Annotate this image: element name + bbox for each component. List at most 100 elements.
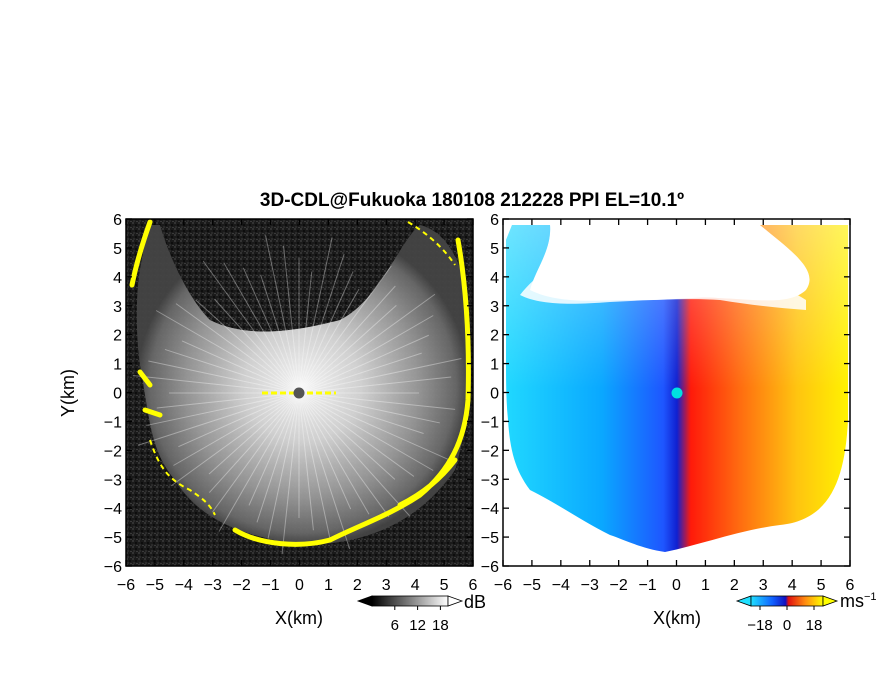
x-tick-label: 5 [817, 577, 826, 594]
y-tick-label: 0 [490, 386, 499, 403]
radial-streak [148, 360, 300, 394]
radial-streak [178, 392, 300, 448]
x-tick-label: −2 [610, 577, 628, 594]
radial-streak [164, 348, 300, 394]
y-tick-label: −1 [481, 414, 499, 431]
radial-streak [298, 288, 360, 394]
y-tick-label: −4 [481, 501, 499, 518]
radial-streak [298, 293, 436, 394]
colorbar-right-arrow [822, 595, 839, 607]
radial-streak [248, 392, 300, 506]
radial-streak [281, 392, 300, 555]
saturation-edge-yellow [129, 219, 471, 547]
radial-streak [260, 274, 300, 394]
colorbar-left-arrow [356, 595, 373, 607]
radial-streak [298, 237, 333, 394]
x-tick-label: −1 [638, 577, 656, 594]
right-axes: −6 −5 −4 −3 −2 −1 0 1 2 3 4 5 6 −6 −5 −4 −3 −2 −1 0 1 2 3 4 5 6 [481, 212, 855, 594]
radial-streak [214, 299, 300, 394]
y-tick-label: 6 [113, 212, 122, 229]
reflectivity-radial-streaks [132, 235, 462, 555]
y-tick-label: −6 [104, 559, 122, 576]
radial-streak [298, 392, 390, 518]
radial-streak [132, 375, 300, 394]
velocity-panel [503, 219, 850, 566]
chart-title: 3D-CDL@Fukuoka 180108 212228 PPI EL=10.1… [260, 190, 684, 211]
y-tick-label: −2 [481, 443, 499, 460]
radial-streak [298, 392, 331, 541]
radial-streak [298, 392, 352, 510]
y-tick-label: 2 [113, 328, 122, 345]
radial-streak [298, 392, 434, 471]
x-tick-label: 0 [295, 577, 304, 594]
left-xaxis-label: X(km) [275, 608, 323, 628]
radial-streak [298, 315, 434, 394]
radial-streak [298, 392, 456, 410]
y-tick-label: 5 [113, 241, 122, 258]
y-tick-label: −5 [481, 530, 499, 547]
colorbar-tick-label: 6 [391, 617, 399, 634]
x-tick-label: 2 [353, 577, 362, 594]
x-tick-label: 2 [730, 577, 739, 594]
x-tick-label: 6 [846, 577, 855, 594]
radial-streak [298, 271, 354, 394]
radial-streak [298, 392, 370, 515]
y-tick-label: −4 [104, 501, 122, 518]
radial-streak [195, 299, 300, 394]
y-tick-label: 4 [113, 270, 122, 287]
y-tick-label: 1 [113, 357, 122, 374]
radial-streak [156, 392, 300, 409]
colorbar-tick-label: 18 [432, 617, 449, 634]
colorbar-unit: ms−1 [840, 591, 877, 611]
radial-streak [265, 235, 300, 394]
y-tick-label: 5 [490, 241, 499, 258]
radial-streak [298, 271, 313, 394]
radial-streak [175, 303, 300, 394]
radial-streak [146, 392, 300, 426]
radial-streak [212, 392, 300, 513]
x-tick-label: 5 [440, 577, 449, 594]
radial-streak [155, 310, 300, 394]
colorbar-unit: dB [464, 592, 486, 612]
radial-streak [256, 392, 300, 523]
y-tick-label: 4 [490, 270, 499, 287]
x-tick-label: −3 [581, 577, 599, 594]
y-tick-label: −3 [104, 472, 122, 489]
x-tick-label: −4 [175, 577, 193, 594]
colorbar-unit-exponent: −1 [864, 591, 877, 603]
y-tick-label: −6 [481, 559, 499, 576]
radial-streak [298, 253, 345, 394]
radial-streak [298, 376, 452, 394]
radial-streak [181, 340, 300, 394]
x-tick-label: 4 [411, 577, 420, 594]
colorbar-tick-label: 18 [806, 617, 823, 634]
colorbar-gradient [750, 595, 824, 607]
radial-streak [298, 352, 422, 394]
radial-streak [173, 392, 300, 466]
colorbar-unit-base: ms [840, 591, 864, 611]
radial-streak [298, 392, 314, 531]
radial-streak [298, 265, 392, 394]
radial-streak [138, 392, 300, 446]
radial-streak [298, 392, 411, 517]
y-tick-label: 3 [490, 299, 499, 316]
velocity-gap-topleft [520, 249, 806, 310]
x-tick-label: −6 [494, 577, 512, 594]
y-tick-label: −5 [104, 530, 122, 547]
x-tick-label: 1 [324, 577, 333, 594]
radial-streak [223, 262, 300, 394]
y-tick-label: −1 [104, 414, 122, 431]
x-tick-label: −3 [204, 577, 222, 594]
radial-streak [208, 392, 300, 493]
radial-streak [298, 392, 453, 462]
y-tick-label: −2 [104, 443, 122, 460]
radial-streak [298, 392, 351, 550]
left-yaxis-label: Y(km) [58, 369, 78, 417]
y-tick-label: 3 [113, 299, 122, 316]
radial-streak [208, 392, 300, 475]
colorbar-tick-label: 0 [783, 617, 791, 634]
left-axes: −6 −5 −4 −3 −2 −1 0 1 2 3 4 5 6 −6 −5 −4 −3 −2 −1 0 1 2 3 4 5 6 [104, 212, 478, 594]
colorbar-ticks: −18 0 18 [747, 606, 822, 634]
reflectivity-echo-region [136, 225, 469, 545]
